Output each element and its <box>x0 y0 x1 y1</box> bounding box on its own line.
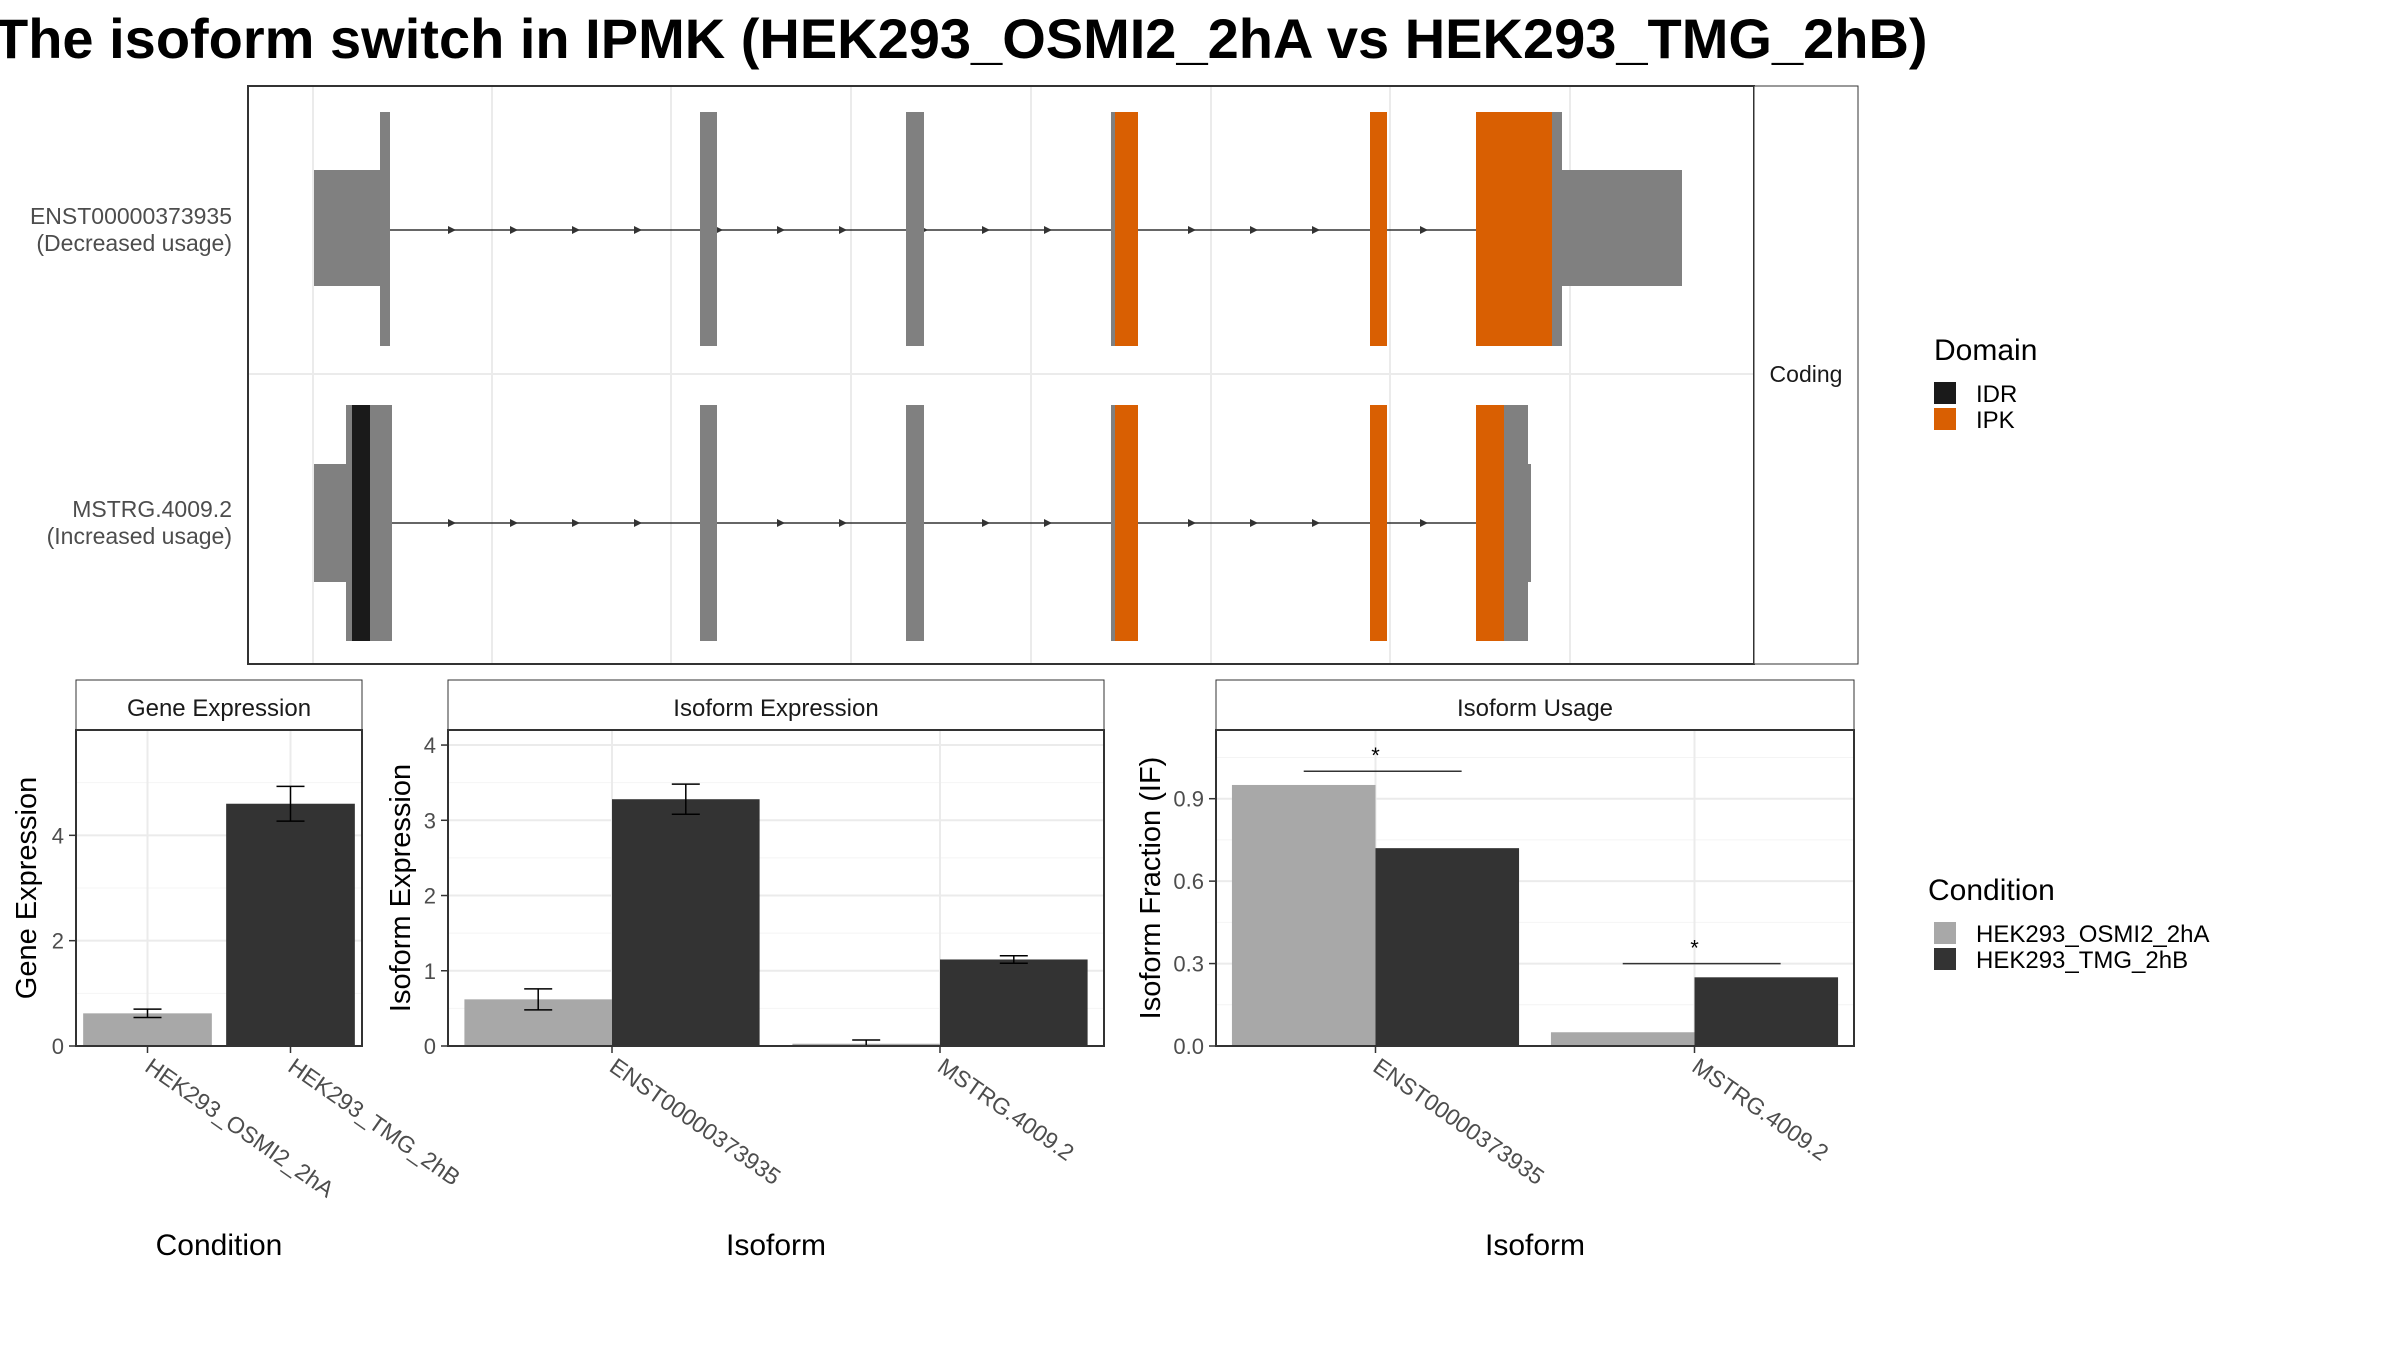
y-tick-label: 0.0 <box>1173 1034 1204 1059</box>
legend-swatch-cond-b <box>1934 948 1956 970</box>
coding-exon <box>380 112 390 346</box>
legend-swatch-ipk <box>1934 408 1956 430</box>
utr-exon <box>314 464 348 582</box>
bar-series-0-cat-1 <box>1550 1032 1695 1046</box>
transcript-enst00000373935 <box>314 112 1682 346</box>
x-axis-title: Isoform <box>726 1229 826 1262</box>
isoform-label-id: MSTRG.4009.2 <box>72 496 232 522</box>
panel-title: Gene Expression <box>127 695 311 722</box>
y-axis-title: Isoform Fraction (IF) <box>1135 757 1167 1020</box>
x-tick-label: ENST00000373935 <box>1369 1053 1549 1190</box>
y-tick-label: 2 <box>52 929 64 954</box>
y-tick-label: 0.9 <box>1173 787 1204 812</box>
x-tick-label: MSTRG.4009.2 <box>1688 1053 1834 1166</box>
y-axis-title: Gene Expression <box>11 777 43 999</box>
bar-series-1-cat-1 <box>1694 977 1839 1046</box>
panel-border <box>1215 729 1855 1047</box>
condition-legend-title: Condition <box>1928 874 2055 907</box>
isoform-label-usage: (Increased usage) <box>47 523 232 549</box>
legend-swatch-cond-a <box>1934 922 1956 944</box>
isoform-label-id: ENST00000373935 <box>30 203 232 229</box>
panel-strip <box>1215 679 1855 731</box>
legend-label-cond-b: HEK293_TMG_2hB <box>1976 947 2188 974</box>
domain-legend-title: Domain <box>1934 334 2037 367</box>
y-tick-label: 4 <box>52 823 64 848</box>
legend-label-ipk: IPK <box>1976 407 2015 434</box>
panel-border <box>447 729 1105 1047</box>
x-tick-label: MSTRG.4009.2 <box>933 1053 1079 1166</box>
ipk-domain-segment <box>1476 112 1552 346</box>
y-tick-label: 0 <box>424 1034 436 1059</box>
bar-series-1-cat-0 <box>1375 848 1520 1046</box>
y-tick-label: 0.3 <box>1173 952 1204 977</box>
panel-strip <box>75 679 363 731</box>
transcript-mstrg-4009-2 <box>314 405 1531 641</box>
ipk-domain-segment <box>1370 112 1387 346</box>
isoform-expression-chart: Isoform Expression 0 1 2 3 4 ENST00000373935 MS… <box>385 679 1105 1262</box>
legend-label-idr: IDR <box>1976 381 2017 408</box>
y-tick-label: 4 <box>424 733 436 758</box>
coding-exon <box>700 405 717 641</box>
coding-exon <box>906 405 924 641</box>
y-tick-label: 3 <box>424 808 436 833</box>
legend-label-cond-a: HEK293_OSMI2_2hA <box>1976 921 2209 948</box>
legend-swatch-idr <box>1934 382 1956 404</box>
x-axis-title: Isoform <box>1485 1229 1585 1262</box>
y-tick-label: 0 <box>52 1034 64 1059</box>
isoform-label-usage: (Decreased usage) <box>36 230 232 256</box>
ipk-domain-segment <box>1115 405 1138 641</box>
y-tick-label: 0.6 <box>1173 869 1204 894</box>
facet-strip <box>1753 85 1859 665</box>
panel-title: Isoform Usage <box>1457 695 1613 722</box>
bar-series-0-cat-0 <box>1231 784 1376 1046</box>
panel-title: Isoform Expression <box>673 695 878 722</box>
domain-legend: Domain IDR IPK <box>1934 334 2037 434</box>
intron-arrows <box>448 519 1428 527</box>
panel-border <box>75 729 363 1047</box>
y-tick-label: 1 <box>424 959 436 984</box>
significance-marker: * <box>1690 936 1699 961</box>
bar-hek293-tmg-2hb <box>226 803 355 1046</box>
ipk-domain-segment <box>1476 405 1504 641</box>
significance-marker: * <box>1371 743 1380 768</box>
facet-strip-label: Coding <box>1770 361 1843 387</box>
y-tick-label: 2 <box>424 884 436 909</box>
utr-exon <box>1560 170 1682 286</box>
coding-exon <box>906 112 924 346</box>
bar-series-1-cat-1 <box>940 959 1088 1046</box>
idr-domain-segment <box>352 405 370 641</box>
x-tick-label: ENST00000373935 <box>605 1053 785 1190</box>
figure-title: The isoform switch in IPMK (HEK293_OSMI2… <box>0 7 1928 70</box>
utr-exon <box>1526 464 1531 582</box>
ipk-domain-segment <box>1115 112 1138 346</box>
isoform-usage-chart: Isoform Usage * * 0.0 0.3 0.6 0.9 ENST000003739… <box>1135 679 1855 1262</box>
y-axis-title: Isoform Expression <box>385 764 417 1012</box>
coding-exon <box>700 112 717 346</box>
condition-legend: Condition HEK293_OSMI2_2hA HEK293_TMG_2h… <box>1928 874 2209 974</box>
bar-series-1-cat-0 <box>612 799 760 1046</box>
x-axis-title: Condition <box>156 1229 283 1262</box>
transcript-structure-panel: Coding ENST00000373935 (Decreased usage)… <box>30 85 1859 665</box>
ipk-domain-segment <box>1370 405 1387 641</box>
bar-hek293-osmi2-2ha <box>83 1013 212 1046</box>
utr-exon <box>314 170 382 286</box>
